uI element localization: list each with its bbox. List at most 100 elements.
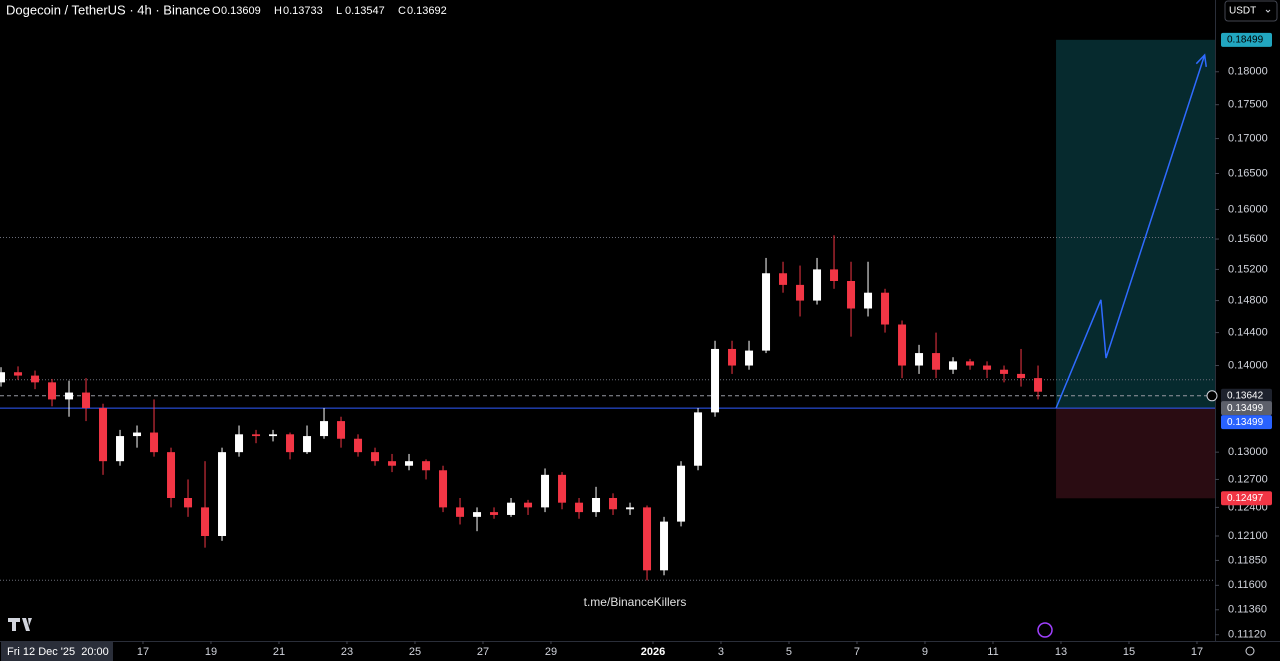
candle-body — [626, 507, 635, 510]
candle-body — [1017, 373, 1026, 379]
candle-body — [252, 434, 261, 437]
candle-body — [388, 461, 397, 466]
x-tick-label: 2026 — [641, 646, 665, 658]
candle-body — [422, 461, 431, 471]
x-tick-label: 29 — [545, 646, 557, 658]
candle-body — [354, 438, 363, 453]
candle-body — [813, 269, 822, 301]
candle-body — [473, 512, 482, 517]
candle-body — [1000, 369, 1009, 374]
y-tick-label: 0.12400 — [1228, 501, 1268, 513]
candle-body — [0, 372, 6, 383]
stop-price-label: 0.12497 — [1227, 493, 1264, 504]
candle-body — [915, 353, 924, 366]
x-tick-label: 3 — [718, 646, 724, 658]
flash-icon[interactable] — [1037, 622, 1053, 638]
candle-body — [932, 353, 941, 370]
current-price-label-box — [1221, 388, 1272, 403]
candle-body — [116, 436, 125, 462]
candle-body — [456, 507, 465, 517]
projection-arrowhead — [1195, 53, 1207, 68]
candle-body — [31, 375, 40, 383]
add-alert-button[interactable] — [1206, 390, 1218, 402]
x-tick-label: 9 — [922, 646, 928, 658]
projection-path — [1055, 54, 1206, 409]
candle-body — [881, 292, 890, 325]
tv-logo — [8, 618, 32, 631]
ohlc-key: H — [274, 5, 282, 17]
candle-body — [779, 273, 788, 285]
currency-select[interactable]: USDT — [1224, 0, 1278, 22]
x-tick-label: 27 — [477, 646, 489, 658]
y-tick-label: 0.14000 — [1228, 359, 1268, 371]
candle-body — [439, 470, 448, 508]
candle-body — [303, 436, 312, 453]
candle-body — [592, 497, 601, 513]
x-tick-label: 17 — [137, 646, 149, 658]
y-tick-label: 0.12100 — [1228, 530, 1268, 542]
x-tick-label: 17 — [1191, 646, 1203, 658]
candle-body — [762, 273, 771, 351]
candle-body — [983, 365, 992, 370]
candle-body — [218, 452, 227, 537]
plot — [0, 39, 1215, 581]
y-tick-label: 0.15600 — [1228, 233, 1268, 245]
y-tick-label: 0.11850 — [1228, 554, 1267, 566]
x-tick-label: 21 — [273, 646, 285, 658]
current-price-label: 0.13642 — [1227, 390, 1264, 401]
ohlc-value: 0.13733 — [283, 5, 323, 17]
candle-body — [133, 432, 142, 437]
candle-body — [575, 502, 584, 513]
x-tick-label: 15 — [1123, 646, 1135, 658]
y-tick-label: 0.17500 — [1228, 99, 1268, 111]
y-tick-label: 0.11120 — [1228, 629, 1266, 641]
y-tick-label: 0.14400 — [1228, 327, 1268, 339]
candle-body — [167, 452, 176, 498]
candle-body — [286, 434, 295, 453]
candle-body — [1034, 378, 1043, 392]
candle-body — [558, 474, 567, 503]
chart-title: Dogecoin / TetherUS · 4h · Binance — [6, 2, 210, 17]
candle-body — [150, 432, 159, 453]
candle-body — [711, 348, 720, 413]
x-tick-box — [1, 642, 114, 661]
y-tick-label: 0.11600 — [1228, 579, 1267, 591]
candle-body — [184, 497, 193, 508]
ohlc-value: 0.13547 — [345, 5, 385, 17]
candle-body — [847, 280, 856, 309]
candle-body — [745, 350, 754, 366]
candle-body — [48, 382, 57, 400]
ohlc-key: L — [336, 5, 342, 17]
candle-body — [524, 502, 533, 508]
y-tick-label: 0.12700 — [1228, 473, 1268, 485]
target-zone — [1056, 39, 1215, 409]
candle-body — [269, 434, 278, 437]
dropdown-arrow[interactable] — [1265, 9, 1271, 13]
candle-body — [99, 408, 108, 462]
candle-body — [507, 502, 516, 515]
candle-body — [949, 361, 958, 370]
x-tick-label: 19 — [205, 646, 217, 658]
x-tick-label: 11 — [987, 646, 998, 658]
currency-label[interactable]: USDT — [1229, 6, 1256, 17]
stop-zone — [1056, 408, 1215, 499]
entry-price-label-box — [1221, 401, 1272, 416]
y-tick-label: 0.15200 — [1228, 263, 1268, 275]
settings-icon[interactable] — [1245, 646, 1255, 656]
ohlc-value: 0.13609 — [221, 5, 261, 17]
candle-body — [643, 507, 652, 571]
candle-body — [14, 372, 23, 376]
stop-price-label-box — [1221, 491, 1272, 506]
candle-body — [609, 497, 618, 510]
candle-body — [371, 452, 380, 462]
candle-body — [201, 507, 210, 537]
x-tick-label: 25 — [409, 646, 421, 658]
currency-box[interactable] — [1224, 0, 1278, 22]
y-tick-label: 0.16500 — [1228, 167, 1268, 179]
target-price-label-box — [1221, 32, 1272, 47]
y-tick-label: 0.16000 — [1228, 203, 1268, 215]
y-tick-label: 0.13000 — [1228, 446, 1268, 458]
candle-body — [490, 512, 499, 515]
entry-price-label-blue: 0.13499 — [1227, 417, 1264, 428]
